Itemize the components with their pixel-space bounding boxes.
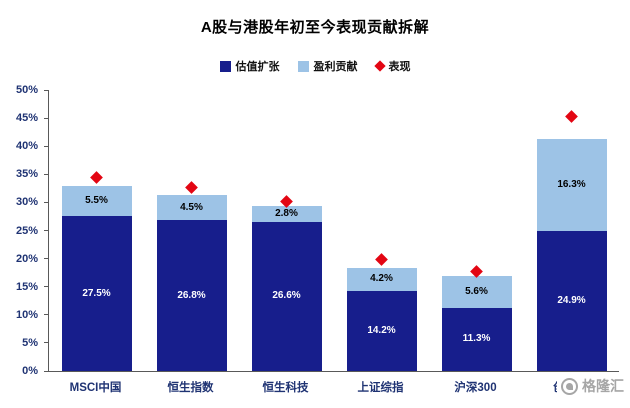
y-tick-mark — [44, 201, 49, 203]
y-tick-mark — [44, 145, 49, 147]
performance-diamond-icon — [185, 181, 198, 195]
x-category-label: 恒生科技 — [262, 382, 309, 394]
y-tick-mark — [44, 258, 49, 260]
legend-label: 估值扩张 — [235, 61, 280, 73]
legend-item-1: 盈利贡献 — [297, 58, 358, 74]
gelonghui-logo-icon — [561, 377, 578, 395]
bar-segment-earnings — [251, 205, 322, 222]
legend-item-2: 表现 — [373, 58, 411, 74]
y-tick-label: 25% — [15, 224, 38, 237]
y-tick-label: 5% — [22, 336, 38, 349]
bar-segment-earnings — [536, 139, 607, 232]
x-category-label: MSCI中国 — [69, 382, 122, 394]
y-tick-label: 0% — [22, 365, 38, 377]
chart-legend: 估值扩张 盈利贡献 表现 — [0, 58, 630, 74]
y-tick-mark — [44, 286, 49, 288]
y-tick-mark — [44, 117, 49, 119]
performance-diamond-icon — [375, 253, 388, 267]
legend-swatch-square-icon — [219, 60, 231, 72]
bar-segment-earnings — [346, 267, 417, 292]
legend-swatch-diamond-icon — [373, 60, 386, 72]
y-tick-mark — [44, 230, 49, 231]
y-axis: 0% 5% 10% 15% 20% 25% 30% 35% 40% 45% 50% — [0, 84, 44, 377]
chart-title: A股与港股年初至今表现贡献拆解 — [200, 19, 430, 36]
bar-segment-valuation — [441, 307, 512, 371]
y-tick-mark — [44, 89, 49, 91]
bar-segment-earnings — [441, 276, 512, 308]
y-tick-mark — [44, 342, 49, 344]
legend-label: 盈利贡献 — [313, 61, 358, 73]
y-tick-mark — [44, 370, 49, 372]
performance-diamond-icon — [565, 110, 578, 123]
bar-segment-earnings — [156, 195, 227, 221]
y-tick-label: 15% — [15, 280, 38, 293]
y-tick-label: 40% — [15, 140, 38, 153]
x-category-label: 上证综指 — [357, 382, 404, 394]
watermark: 格隆汇 — [557, 374, 626, 398]
watermark-text: 格隆汇 — [582, 378, 624, 394]
x-category-label: 沪深300 — [454, 382, 497, 394]
x-category-label: 恒生指数 — [167, 382, 214, 394]
bar-segment-valuation — [346, 291, 417, 371]
y-tick-label: 20% — [15, 252, 38, 265]
legend-item-0: 估值扩张 — [219, 58, 280, 74]
plot-area: 27.5% 5.5% 26.8% 4.5% 26.6% 2.8% 14.2% 4.2% 11.3… — [44, 89, 619, 372]
y-tick-label: 35% — [15, 168, 38, 181]
performance-diamond-icon — [90, 170, 103, 184]
legend-label: 表现 — [388, 61, 411, 73]
y-tick-label: 10% — [15, 308, 38, 321]
bar-segment-valuation — [251, 221, 322, 371]
bar-segment-earnings — [61, 185, 132, 217]
bar-segment-valuation — [536, 231, 607, 371]
bar-segment-valuation — [61, 216, 132, 371]
y-tick-label: 30% — [15, 196, 38, 209]
y-tick-label: 45% — [15, 112, 38, 125]
x-axis: MSCI中国恒生指数恒生科技上证综指沪深300创业板 — [48, 377, 618, 397]
y-tick-label: 50% — [15, 84, 38, 96]
y-tick-mark — [44, 173, 49, 175]
legend-swatch-square-icon — [297, 60, 309, 72]
y-tick-mark — [44, 314, 49, 316]
bar-segment-valuation — [156, 220, 227, 371]
